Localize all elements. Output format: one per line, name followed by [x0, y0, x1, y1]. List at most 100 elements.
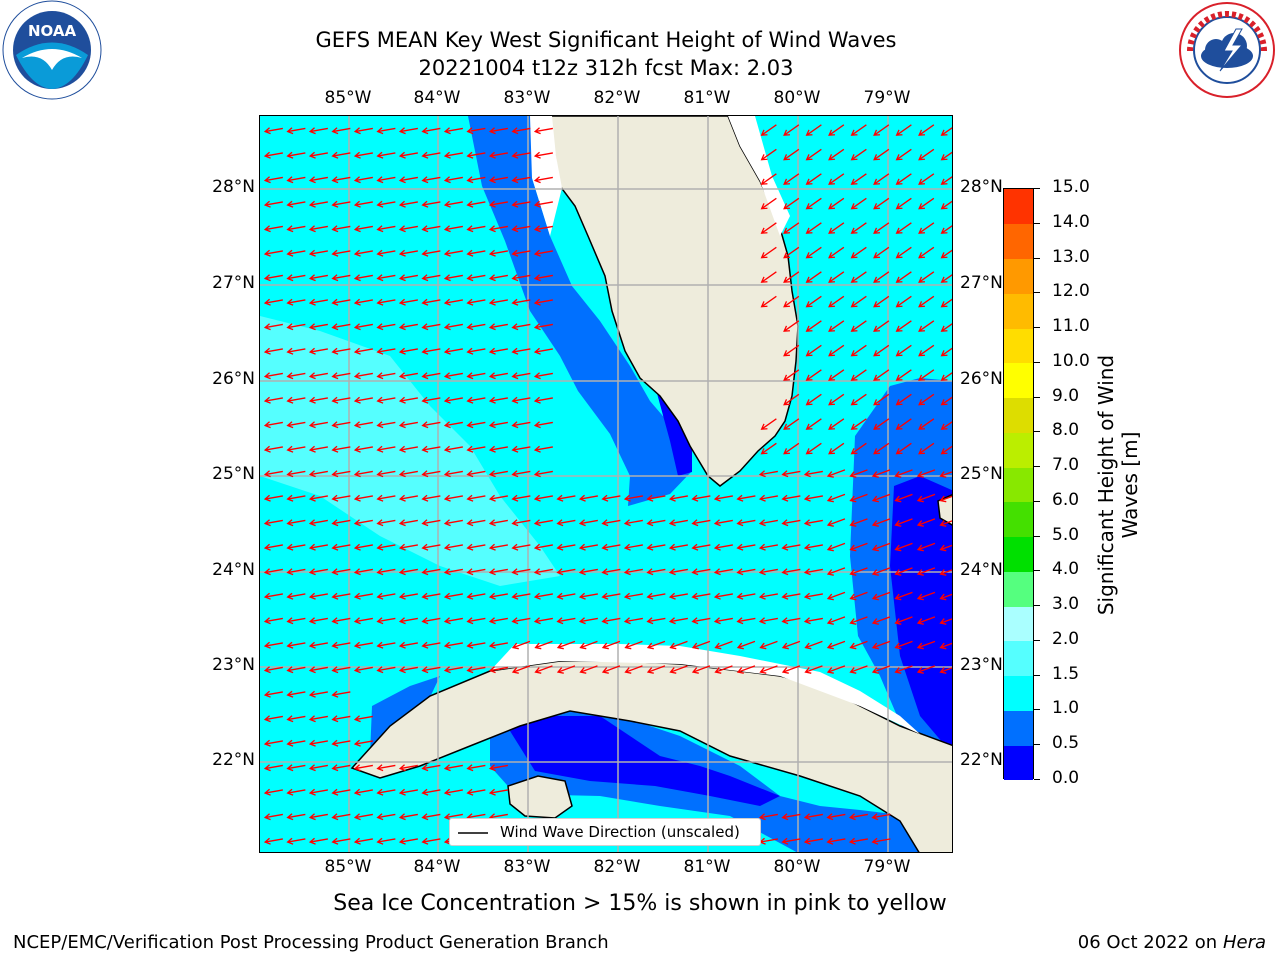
wave-direction-arrow	[331, 543, 351, 551]
wave-direction-arrow	[826, 591, 846, 601]
wave-direction-arrow	[783, 222, 800, 234]
wave-direction-arrow	[443, 127, 463, 135]
wave-direction-arrow	[894, 616, 913, 625]
wave-direction-arrow	[826, 640, 846, 650]
wave-direction-arrow	[803, 617, 823, 625]
wave-direction-arrow	[850, 369, 867, 381]
wave-direction-arrow	[331, 666, 351, 674]
wave-direction-arrow	[308, 715, 328, 723]
lat-label-left: 27°N	[212, 273, 255, 293]
wave-direction-arrow	[353, 813, 373, 821]
wave-direction-arrow	[873, 197, 890, 210]
wave-direction-arrow	[691, 543, 711, 551]
wave-direction-arrow	[376, 421, 396, 429]
wave-direction-arrow	[826, 837, 846, 845]
wave-direction-arrow	[895, 369, 912, 381]
wave-direction-arrow	[849, 542, 868, 552]
wave-direction-arrow	[736, 665, 756, 674]
wave-direction-arrow	[488, 151, 508, 159]
wave-direction-arrow	[263, 249, 283, 257]
wave-direction-arrow	[398, 445, 418, 453]
wave-direction-arrow	[308, 519, 328, 527]
wave-direction-arrow	[466, 788, 486, 796]
wave-direction-arrow	[895, 222, 912, 234]
wave-direction-arrow	[918, 393, 935, 406]
wave-direction-arrow	[263, 764, 283, 772]
wave-direction-arrow	[376, 372, 396, 380]
wave-direction-arrow	[308, 813, 328, 821]
wave-direction-arrow	[376, 200, 396, 208]
wave-direction-arrow	[376, 445, 396, 453]
wave-direction-arrow	[758, 617, 778, 625]
wave-direction-arrow	[511, 470, 531, 478]
wave-direction-arrow	[759, 640, 778, 650]
wave-direction-arrow	[398, 200, 418, 208]
wave-direction-arrow	[308, 176, 328, 184]
wave-direction-arrow	[939, 618, 952, 625]
wave-direction-arrow	[828, 271, 845, 283]
wave-direction-arrow	[286, 372, 306, 380]
wave-direction-arrow	[578, 568, 598, 576]
colorbar-segment	[1004, 362, 1033, 399]
wave-direction-arrow	[443, 592, 463, 600]
wave-direction-arrow	[713, 494, 733, 502]
wave-direction-arrow	[443, 666, 463, 674]
wave-direction-arrow	[894, 591, 913, 601]
wave-direction-arrow	[511, 298, 531, 306]
wave-direction-arrow	[376, 225, 396, 233]
wave-direction-arrow	[263, 715, 283, 723]
wave-direction-arrow	[578, 592, 598, 600]
wave-direction-arrow	[873, 173, 890, 185]
white-coastal-bands	[490, 116, 920, 734]
wave-direction-arrow	[376, 837, 396, 845]
wave-direction-arrow	[511, 372, 531, 380]
wave-direction-arrow	[308, 225, 328, 233]
lon-label-top: 79°W	[863, 88, 911, 108]
wave-direction-arrow	[918, 124, 935, 136]
colorbar-segment	[1004, 223, 1033, 259]
map-title-line2: 20221004 t12z 312h fcst Max: 2.03	[418, 56, 794, 80]
wave-direction-arrow	[376, 788, 396, 796]
colorbar-segment	[1004, 606, 1033, 642]
wave-direction-arrow	[331, 813, 351, 821]
wave-direction-arrow	[918, 295, 935, 308]
wave-direction-arrow	[850, 320, 867, 332]
colorbar-tick-label: 9.0	[1052, 385, 1080, 406]
wave-direction-arrow	[850, 295, 867, 308]
wave-direction-arrow	[263, 274, 283, 282]
wave-height-map	[260, 116, 952, 852]
wave-direction-arrow	[421, 274, 441, 282]
wave-direction-arrow	[894, 640, 913, 650]
wave-direction-arrow	[286, 445, 306, 453]
wave-direction-arrow	[286, 200, 306, 208]
wave-direction-arrow	[669, 640, 688, 650]
lon-label-top: 82°W	[593, 88, 641, 108]
wave-direction-arrow	[421, 249, 441, 257]
wave-direction-arrow	[488, 543, 508, 551]
wave-direction-arrow	[398, 225, 418, 233]
wave-direction-arrow	[488, 323, 508, 331]
wave-direction-arrow	[760, 271, 777, 283]
wave-direction-arrow	[331, 617, 351, 625]
wave-direction-arrow	[353, 298, 373, 306]
wave-direction-arrow	[286, 274, 306, 282]
wave-direction-arrow	[623, 543, 643, 551]
wave-direction-arrow	[331, 396, 351, 404]
wave-direction-arrow	[533, 592, 553, 600]
wave-direction-arrow	[783, 320, 800, 332]
wave-direction-arrow	[781, 494, 801, 502]
wave-direction-arrow	[803, 592, 823, 600]
wave-direction-arrow	[850, 222, 867, 234]
wave-direction-arrow	[353, 176, 373, 184]
wave-direction-arrow	[828, 369, 845, 381]
wave-direction-arrow	[398, 470, 418, 478]
wave-direction-arrow	[758, 568, 778, 576]
lon-label-bottom: 80°W	[773, 857, 821, 877]
wave-direction-arrow	[353, 225, 373, 233]
wave-direction-arrow	[421, 225, 441, 233]
wave-direction-arrow	[466, 519, 486, 527]
wave-direction-arrow	[873, 369, 890, 381]
wave-direction-arrow	[601, 592, 621, 600]
lon-label-top: 84°W	[413, 88, 461, 108]
wave-direction-arrow	[331, 200, 351, 208]
